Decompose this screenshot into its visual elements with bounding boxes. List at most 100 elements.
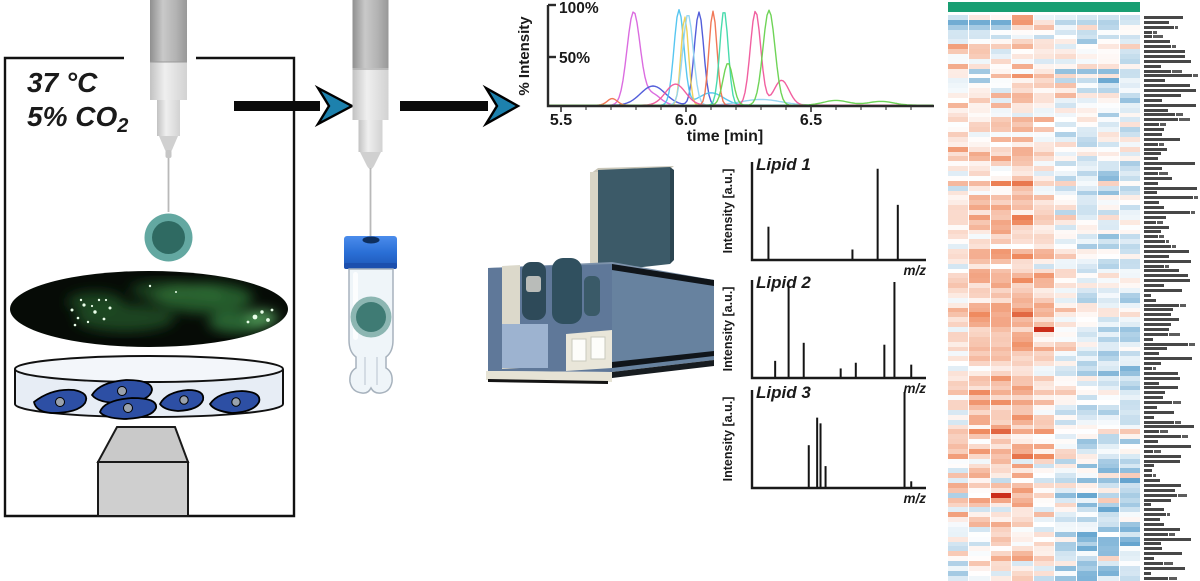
heatmap-cell: [1033, 73, 1055, 79]
heatmap-cell: [1033, 409, 1055, 415]
heatmap-cell: [1076, 185, 1098, 191]
heatmap-cell: [1119, 512, 1140, 518]
heatmap-cell: [1119, 258, 1140, 264]
heatmap-cell: [1076, 93, 1098, 98]
heatmap-cell: [948, 102, 969, 108]
heatmap-cell: [1098, 536, 1119, 542]
heatmap-cell: [969, 156, 990, 162]
heatmap-cell: [1033, 49, 1055, 54]
heatmap-cell: [969, 132, 990, 137]
heatmap-cell: [1098, 366, 1119, 371]
ms-tower: [590, 166, 674, 272]
heatmap-cell: [1012, 336, 1033, 342]
heatmap-cell: [1012, 156, 1033, 162]
heatmap-cell: [1076, 385, 1098, 391]
spectrum-y-label: Intensity [a.u.]: [721, 169, 735, 254]
heatmap-cell: [990, 336, 1012, 342]
heatmap-row-label: [1144, 342, 1198, 347]
heatmap-cell: [1033, 395, 1055, 401]
heatmap-cell: [1055, 424, 1076, 430]
heatmap-cell: [990, 366, 1012, 371]
heatmap-cell: [1033, 361, 1055, 366]
heatmap-cell: [948, 180, 969, 186]
heatmap-cell: [990, 327, 1012, 332]
heatmap-cell: [1033, 522, 1055, 527]
heatmap-cell: [1076, 400, 1098, 405]
heatmap-cell: [1012, 102, 1033, 108]
heatmap-cell: [1076, 58, 1098, 64]
heatmap-cell: [990, 278, 1012, 284]
heatmap-cell: [1033, 136, 1055, 142]
heatmap-cell: [1055, 400, 1076, 405]
heatmap-cell: [990, 107, 1012, 113]
heatmap-cell: [1098, 351, 1119, 357]
heatmap-cell: [1055, 161, 1076, 167]
heatmap-cell: [1055, 561, 1076, 566]
heatmap-cell: [1119, 39, 1140, 45]
heatmap-cell: [969, 175, 990, 181]
heatmap-cell: [990, 244, 1012, 249]
heatmap-cell: [1033, 19, 1055, 25]
heatmap-row: [948, 205, 1140, 210]
heatmap-cell: [1098, 171, 1119, 176]
heatmap-cell: [948, 468, 969, 474]
heatmap-cell: [1055, 517, 1076, 522]
heatmap-cell: [990, 517, 1012, 522]
heatmap-cell: [948, 68, 969, 74]
heatmap-cell: [1098, 214, 1119, 220]
heatmap-cell: [1055, 370, 1076, 376]
heatmap-cell: [969, 268, 990, 274]
heatmap-cell: [1076, 536, 1098, 542]
heatmap-cell: [948, 570, 969, 576]
heatmap-cell: [1033, 370, 1055, 376]
heatmap-cell: [1055, 97, 1076, 103]
heatmap-cell: [948, 268, 969, 274]
heatmap-cell: [1012, 526, 1033, 532]
heatmap-row: [948, 263, 1140, 269]
heatmap-row-label: [1144, 249, 1198, 254]
heatmap-cell: [1012, 327, 1033, 332]
heatmap-cell: [1098, 117, 1119, 123]
heatmap-cell: [1098, 473, 1119, 479]
heatmap-row-label: [1144, 444, 1198, 449]
heatmap-cell: [1076, 24, 1098, 30]
heatmap-row-label: [1144, 542, 1198, 547]
heatmap-cell: [969, 278, 990, 284]
heatmap-cell: [990, 146, 1012, 152]
heatmap-cell: [948, 409, 969, 415]
heatmap-cell: [1055, 297, 1076, 303]
heatmap-cell: [1055, 19, 1076, 25]
heatmap-cell: [990, 346, 1012, 352]
heatmap-cell: [1055, 195, 1076, 201]
heatmap-cell: [1119, 444, 1140, 449]
heatmap-cell: [1033, 492, 1055, 498]
heatmap-row-label: [1144, 88, 1198, 93]
heatmap-cell: [990, 312, 1012, 318]
heatmap-cell: [1076, 575, 1098, 581]
heatmap-cell: [1033, 112, 1055, 118]
heatmap-cell: [1012, 497, 1033, 503]
heatmap-cell: [969, 351, 990, 357]
heatmap-cell: [1076, 497, 1098, 503]
heatmap-row: [948, 19, 1140, 25]
heatmap-cell: [1012, 19, 1033, 25]
heatmap-row-label: [1144, 234, 1198, 239]
heatmap-cell: [1012, 331, 1033, 337]
heatmap-cell: [1033, 244, 1055, 249]
heatmap-cell: [1033, 253, 1055, 259]
heatmap-cell: [1119, 385, 1140, 391]
heatmap-cell: [1033, 83, 1055, 89]
heatmap-cell: [948, 24, 969, 30]
heatmap-cell: [1033, 312, 1055, 318]
heatmap-cell: [1076, 380, 1098, 386]
heatmap-cell: [990, 292, 1012, 298]
heatmap-cell: [1033, 468, 1055, 474]
heatmap-cell: [1076, 268, 1098, 274]
heatmap-cell: [948, 429, 969, 435]
heatmap-cell: [1098, 253, 1119, 259]
heatmap-cell: [1012, 483, 1033, 488]
heatmap-cell: [1119, 244, 1140, 249]
heatmap-cell: [1076, 366, 1098, 371]
heatmap-cell: [969, 93, 990, 98]
heatmap-cell: [990, 19, 1012, 25]
